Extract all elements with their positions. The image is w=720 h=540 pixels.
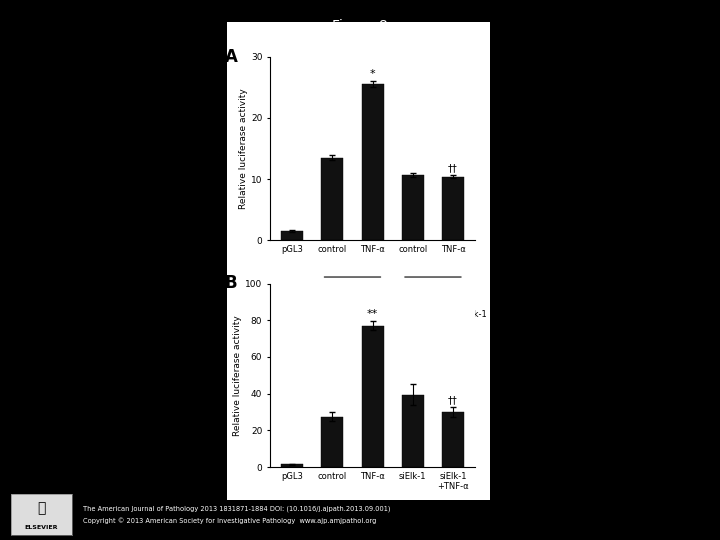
Text: -313 to +118: -313 to +118 (365, 528, 420, 537)
Text: *: * (370, 69, 375, 79)
Text: Elk-1 mut: Elk-1 mut (466, 310, 506, 319)
Bar (281, 464, 303, 467)
Text: B: B (225, 274, 238, 292)
Bar (361, 84, 384, 240)
Text: ††: †† (448, 163, 458, 173)
Bar (321, 417, 343, 467)
Text: A: A (225, 48, 238, 65)
Text: The American Journal of Pathology 2013 1831871-1884 DOI: (10.1016/j.ajpath.2013.: The American Journal of Pathology 2013 1… (83, 505, 390, 512)
Text: Figure 8: Figure 8 (332, 19, 388, 33)
Bar (442, 412, 464, 467)
Text: 🌳: 🌳 (37, 501, 45, 515)
Bar (281, 231, 303, 240)
Text: **: ** (367, 309, 378, 319)
Bar (402, 175, 424, 240)
Text: ††: †† (448, 396, 458, 406)
Bar (402, 395, 424, 467)
Text: ELSEVIER: ELSEVIER (24, 525, 58, 530)
Bar (321, 158, 343, 240)
Y-axis label: Relative luciferase activity: Relative luciferase activity (239, 88, 248, 209)
Text: Copyright © 2013 American Society for Investigative Pathology  www.ajp.amjpathol: Copyright © 2013 American Society for In… (83, 518, 376, 524)
Bar (361, 326, 384, 467)
Text: -313 to +118: -313 to +118 (405, 290, 461, 299)
Text: -313 to +118: -313 to +118 (325, 290, 380, 299)
Bar (442, 177, 464, 240)
Y-axis label: Relative luciferase activity: Relative luciferase activity (233, 315, 243, 436)
